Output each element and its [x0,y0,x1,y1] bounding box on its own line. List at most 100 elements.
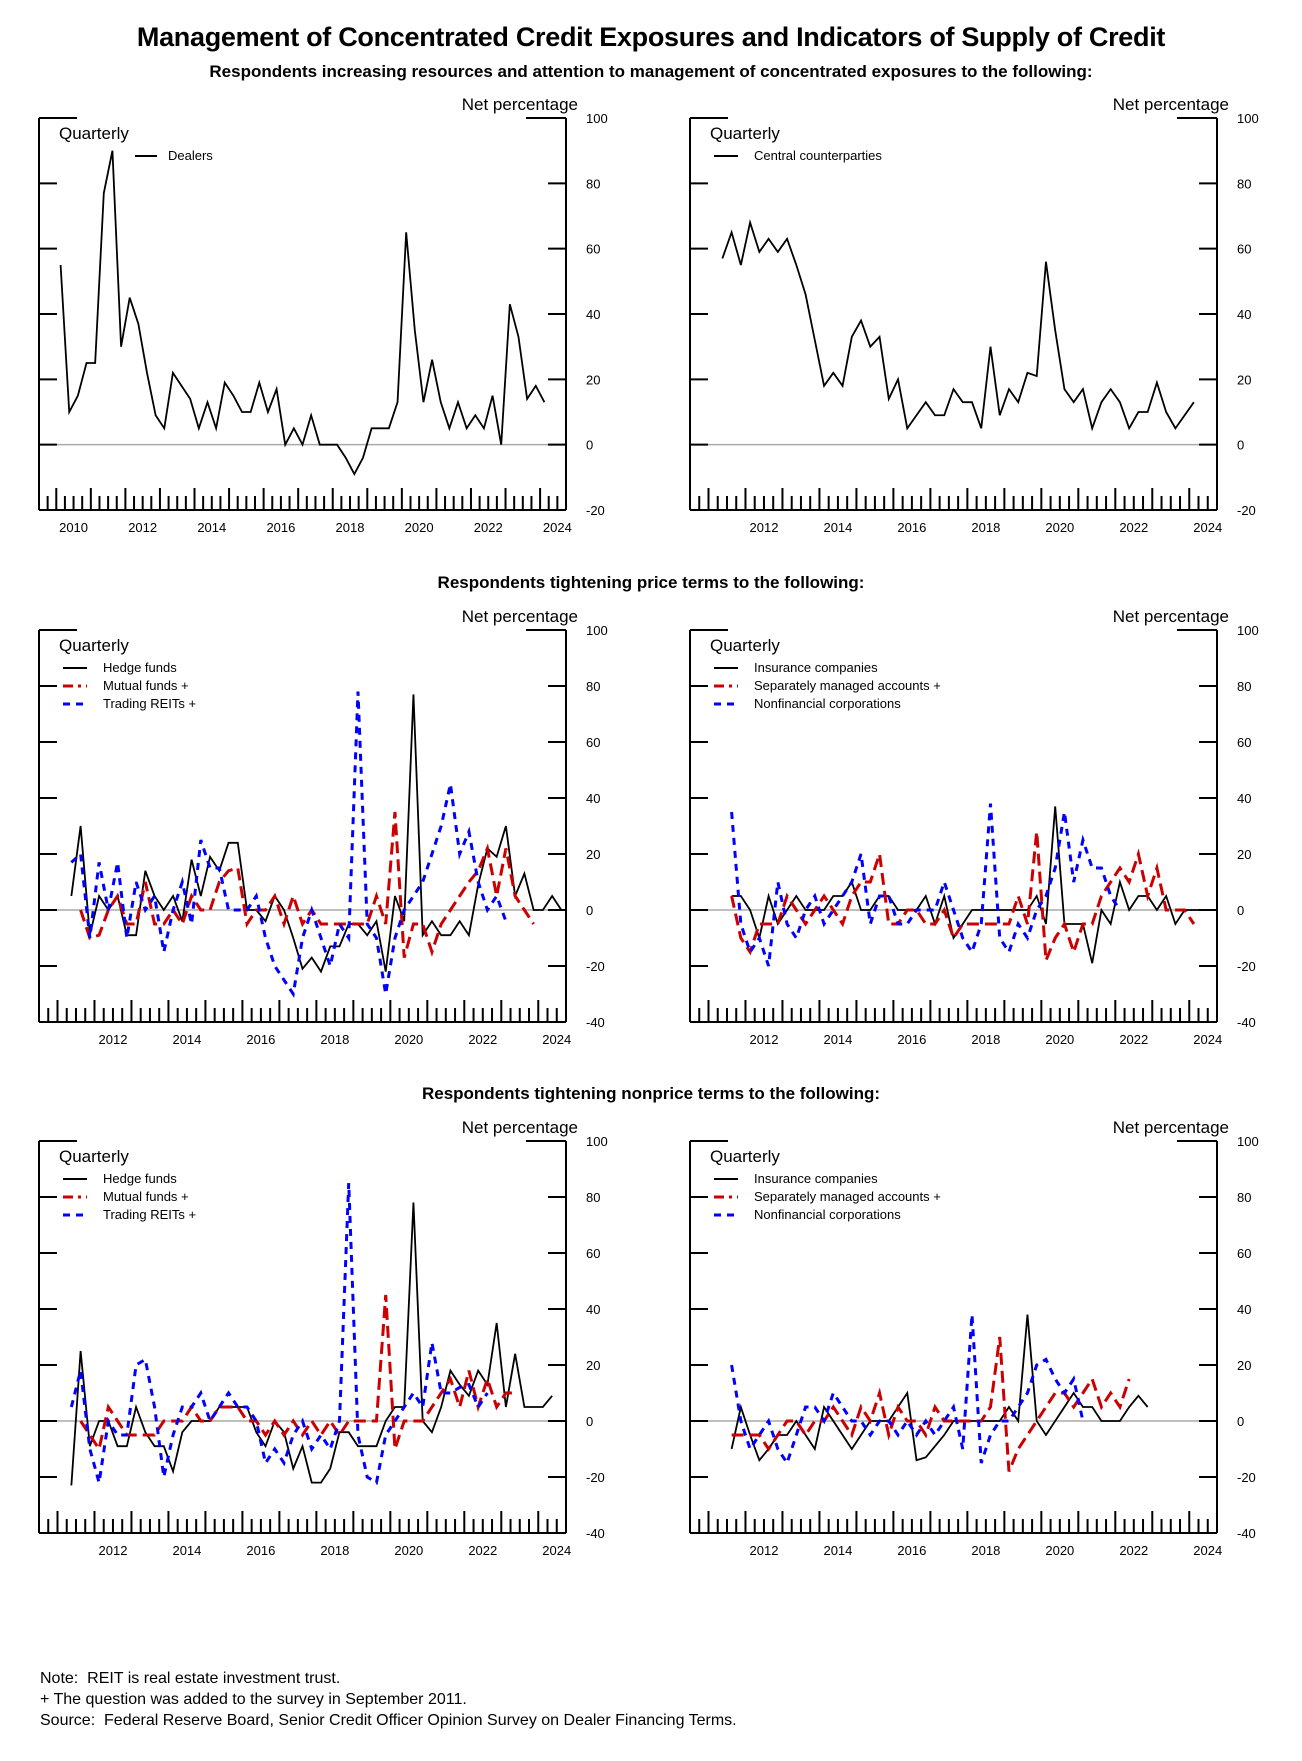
y-tick-label: 80 [1237,1190,1251,1205]
y-tick-label: 20 [586,372,600,387]
x-tick-label: 2024 [543,520,572,535]
x-tick-label: 2020 [405,520,434,535]
legend-label: Separately managed accounts + [754,1189,941,1204]
y-tick-label: -20 [1237,1470,1256,1485]
y-tick-label: -40 [586,1015,605,1030]
frequency-label: Quarterly [59,1147,129,1166]
y-axis-label: Net percentage [1113,1118,1229,1137]
frequency-label: Quarterly [59,124,129,143]
note-reit: Note: REIT is real estate investment tru… [40,1670,341,1687]
x-tick-label: 2024 [542,1543,571,1558]
note-source: Source: Federal Reserve Board, Senior Cr… [40,1712,737,1729]
x-tick-label: 2016 [897,1032,926,1047]
y-tick-label: 100 [1237,1134,1259,1149]
y-tick-label: 0 [586,903,593,918]
y-tick-label: 0 [1237,903,1244,918]
y-tick-label: 20 [586,847,600,862]
x-tick-label: 2014 [172,1543,201,1558]
y-tick-label: -40 [1237,1015,1256,1030]
x-tick-label: 2016 [246,1032,275,1047]
y-tick-label: 0 [1237,438,1244,453]
chart-nonprice-right: -40 -20 0 20 40 60 80 100 2012 2014 2016 2018 2020 20… [689,1118,1259,1558]
x-tick-label: 2018 [336,520,365,535]
x-tick-label: 2024 [542,1032,571,1047]
y-tick-label: -20 [586,503,605,518]
y-tick-label: -40 [1237,1526,1256,1541]
y-tick-label: 100 [1237,623,1259,638]
y-tick-label: -20 [1237,503,1256,518]
section-title-nonprice-terms: Respondents tightening nonprice terms to… [421,1084,881,1103]
legend-label: Nonfinancial corporations [754,1207,901,1222]
y-tick-label: 100 [586,111,608,126]
x-tick-label: 2020 [394,1543,423,1558]
section-title-price-terms: Respondents tightening price terms to th… [437,573,865,592]
y-axis-label: Net percentage [462,1118,578,1137]
y-tick-label: 60 [1237,242,1251,257]
series-line-trading-reits [69,1182,489,1485]
x-tick-label: 2020 [394,1032,423,1047]
y-tick-label: 60 [1237,735,1251,750]
x-tick-label: 2012 [99,1032,128,1047]
section-title-concentrated: Respondents increasing resources and att… [209,62,1093,81]
series-line-trading-reits [70,691,508,999]
chart-ccp: -20 0 20 40 60 80 100 2012 2014 2016 2018 2020 2022 2… [689,95,1259,535]
y-tick-label: -20 [586,959,605,974]
y-tick-label: 100 [1237,111,1259,126]
x-tick-label: 2024 [1193,520,1222,535]
y-tick-label: 100 [586,623,608,638]
y-tick-label: 60 [586,1246,600,1261]
x-tick-label: 2022 [468,1032,497,1047]
legend-label: Hedge funds [103,1171,177,1186]
y-tick-label: -40 [586,1526,605,1541]
x-tick-label: 2022 [1119,520,1148,535]
legend-label: Insurance companies [754,1171,878,1186]
frequency-label: Quarterly [710,1147,780,1166]
x-tick-label: 2022 [468,1543,497,1558]
series-line-hedge-funds [70,1202,553,1486]
y-tick-label: 40 [586,791,600,806]
legend-label: Central counterparties [754,148,882,163]
y-tick-label: 40 [586,1302,600,1317]
x-tick-label: 2024 [1193,1543,1222,1558]
legend-label: Mutual funds + [103,1189,189,1204]
y-axis-label: Net percentage [462,95,578,114]
series-line-dealers [59,150,546,476]
x-tick-label: 2016 [266,520,295,535]
x-tick-label: 2018 [971,1032,1000,1047]
x-tick-label: 2020 [1045,1032,1074,1047]
y-tick-label: 20 [1237,372,1251,387]
chart-nonprice-left: -40 -20 0 20 40 60 80 100 2012 2014 2016 2018 2020 20… [38,1118,608,1558]
legend-label: Trading REITs + [103,1207,196,1222]
legend-label: Hedge funds [103,660,177,675]
legend-label: Dealers [168,148,213,163]
x-tick-label: 2012 [750,520,779,535]
series-line-insurance-companies [731,806,1204,964]
x-tick-label: 2010 [59,520,88,535]
legend-label: Separately managed accounts + [754,678,941,693]
x-tick-label: 2022 [1119,1032,1148,1047]
y-tick-label: 60 [1237,1246,1251,1261]
y-tick-label: 80 [1237,176,1251,191]
x-tick-label: 2020 [1045,520,1074,535]
frequency-label: Quarterly [710,124,780,143]
notes: Note: REIT is real estate investment tru… [40,1668,737,1731]
x-tick-label: 2012 [750,1543,779,1558]
x-tick-label: 2024 [1193,1032,1222,1047]
legend-label: Mutual funds + [103,678,189,693]
frequency-label: Quarterly [59,636,129,655]
y-tick-label: -20 [1237,959,1256,974]
x-tick-label: 2014 [197,520,226,535]
chart-price-right: -40 -20 0 20 40 60 80 100 2012 2014 2016 2018 2020 20… [689,607,1259,1047]
x-tick-label: 2018 [320,1032,349,1047]
chart-price-left: -40 -20 0 20 40 60 80 100 2012 2014 2016 2018 2020 20… [38,607,608,1047]
y-tick-label: 0 [586,1414,593,1429]
y-tick-label: 0 [1237,1414,1244,1429]
series-line-central-counterparties [721,219,1195,432]
x-tick-label: 2016 [897,520,926,535]
x-tick-label: 2012 [99,1543,128,1558]
y-tick-label: 80 [1237,679,1251,694]
y-tick-label: 40 [586,307,600,322]
x-tick-label: 2018 [971,1543,1000,1558]
x-tick-label: 2014 [172,1032,201,1047]
